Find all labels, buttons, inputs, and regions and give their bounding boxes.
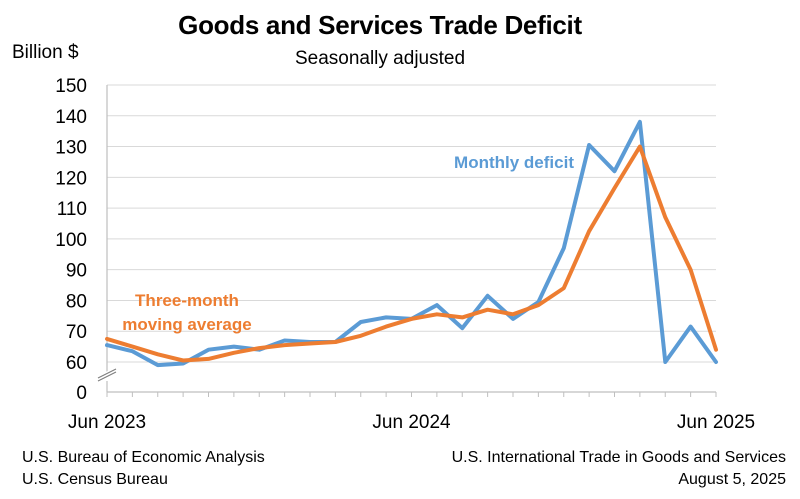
chart-subtitle: Seasonally adjusted	[294, 48, 466, 69]
y-tick-90: 90	[66, 261, 87, 282]
y-tick-130: 130	[55, 138, 87, 159]
y-tick-150: 150	[55, 76, 87, 97]
axis-break-mark	[97, 368, 117, 382]
source-line-1: U.S. Bureau of Economic Analysis	[22, 449, 265, 466]
y-tick-120: 120	[55, 168, 87, 189]
y-tick-70: 70	[66, 322, 87, 343]
y-tick-60: 60	[66, 353, 87, 374]
source-line-2: U.S. Census Bureau	[22, 471, 168, 488]
source-credit: U.S. Bureau of Economic Analysis U.S. Ce…	[22, 447, 265, 491]
x-axis: Jun 2023 Jun 2024 Jun 2025	[68, 85, 755, 433]
series-labels: Monthly deficit Three-month moving average	[122, 153, 574, 334]
y-tick-0: 0	[76, 383, 87, 404]
series-label-monthly-deficit: Monthly deficit	[454, 153, 574, 172]
y-tick-110: 110	[57, 199, 87, 220]
gridlines	[107, 84, 716, 363]
report-credit: U.S. International Trade in Goods and Se…	[452, 447, 786, 491]
y-tick-80: 80	[66, 291, 87, 312]
x-tick-label: Jun 2023	[68, 412, 146, 433]
chart-title: Goods and Services Trade Deficit	[178, 10, 582, 40]
y-tick-100: 100	[55, 230, 87, 251]
y-tick-labels: 0 60 70 80 90 100 110 120 130 140 150	[55, 76, 87, 404]
series-line-moving-average	[105, 144, 718, 363]
series-label-moving-average: Three-month moving average	[122, 291, 251, 334]
x-tick-label: Jun 2025	[677, 412, 755, 433]
report-line-2: August 5, 2025	[678, 471, 786, 488]
series-lines	[105, 119, 718, 368]
report-line-1: U.S. International Trade in Goods and Se…	[451, 449, 786, 466]
y-axis-label: Billion $	[12, 42, 79, 63]
x-tick-label: Jun 2024	[372, 412, 451, 433]
y-tick-140: 140	[55, 107, 87, 128]
